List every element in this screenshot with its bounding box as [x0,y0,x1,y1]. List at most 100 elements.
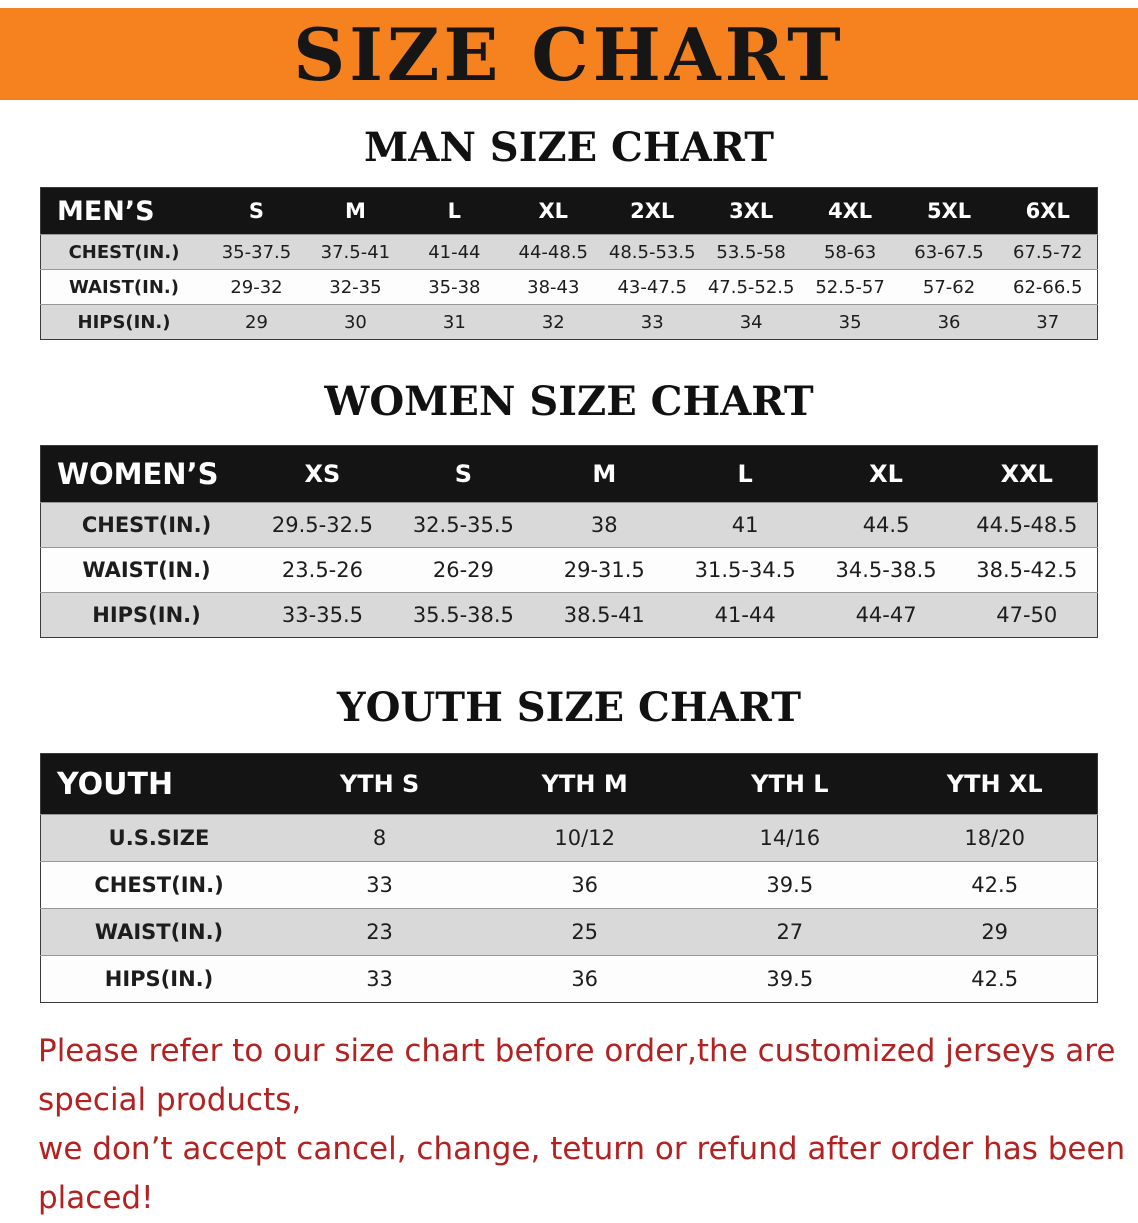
size-column-header: YTH L [687,753,893,815]
size-column-header: XS [252,445,393,503]
size-value: 63-67.5 [899,234,999,270]
table-row: HIPS(IN.) 33 36 39.5 42.5 [40,955,1098,1003]
size-value: 25 [482,908,688,956]
men-section: MAN SIZE CHART MEN’S S M L XL 2XL 3XL 4XL 5XL 6XL C… [0,100,1138,340]
table-row: U.S.SIZE 8 10/12 14/16 18/20 [40,814,1098,862]
size-column-header: S [392,445,534,503]
size-value: 33 [602,304,702,340]
youth-size-table: YOUTH YTH S YTH M YTH L YTH XL U.S.SIZE 8 10/12… [40,753,1098,1003]
row-label: CHEST(IN.) [40,861,277,909]
men-heading: MAN SIZE CHART [364,124,774,171]
size-value: 31 [404,304,504,340]
size-value: 44.5 [815,502,957,548]
row-label: U.S.SIZE [40,814,277,862]
size-value: 35-38 [404,269,504,305]
youth-section: YOUTH SIZE CHART YOUTH YTH S YTH M YTH L YTH … [0,638,1138,1003]
row-label: WAIST(IN.) [40,269,207,305]
women-heading: WOMEN SIZE CHART [324,378,814,425]
size-value: 44-48.5 [503,234,603,270]
youth-table-title: YOUTH [40,753,277,815]
banner-title: SIZE CHART [293,11,845,97]
size-column-header: S [207,187,306,235]
size-column-header: YTH XL [892,753,1098,815]
size-value: 35.5-38.5 [392,592,534,638]
size-value: 27 [687,908,893,956]
size-column-header: YTH S [277,753,483,815]
size-value: 8 [277,814,483,862]
size-value: 41-44 [404,234,504,270]
size-value: 23.5-26 [252,547,393,593]
size-value: 48.5-53.5 [602,234,702,270]
size-column-header: 5XL [899,187,999,235]
size-value: 32.5-35.5 [392,502,534,548]
size-value: 37.5-41 [305,234,405,270]
size-value: 35-37.5 [207,234,306,270]
size-chart-page: SIZE CHART MAN SIZE CHART MEN’S S M L XL 2XL 3X… [0,8,1138,1223]
size-value: 10/12 [482,814,688,862]
women-table-title: WOMEN’S [40,445,252,503]
row-label: CHEST(IN.) [40,234,207,270]
size-column-header: M [305,187,405,235]
table-row: WAIST(IN.) 23 25 27 29 [40,908,1098,956]
footer-line-2: we don’t accept cancel, change, teturn o… [38,1131,1126,1216]
row-label: WAIST(IN.) [40,908,277,956]
youth-heading: YOUTH SIZE CHART [337,684,801,731]
size-value: 18/20 [892,814,1098,862]
size-value: 38.5-41 [533,592,675,638]
size-value: 52.5-57 [800,269,900,305]
size-value: 33 [277,955,483,1003]
chart-sections: MAN SIZE CHART MEN’S S M L XL 2XL 3XL 4XL 5XL 6XL C… [0,100,1138,1003]
men-size-table: MEN’S S M L XL 2XL 3XL 4XL 5XL 6XL CHEST(IN.) 35-37… [40,187,1098,340]
size-value: 33-35.5 [252,592,393,638]
size-value: 41 [674,502,816,548]
size-value: 32 [503,304,603,340]
table-row: HIPS(IN.) 29 30 31 32 33 34 35 36 37 [40,304,1098,340]
size-value: 47-50 [956,592,1098,638]
size-value: 38 [533,502,675,548]
size-column-header: 6XL [998,187,1098,235]
size-value: 36 [482,861,688,909]
size-column-header: M [533,445,675,503]
women-size-table: WOMEN’S XS S M L XL XXL CHEST(IN.) 29.5-32.5 32.5… [40,445,1098,638]
size-value: 39.5 [687,861,893,909]
size-value: 47.5-52.5 [701,269,801,305]
size-value: 67.5-72 [998,234,1098,270]
size-value: 37 [998,304,1098,340]
size-value: 44-47 [815,592,957,638]
size-value: 29 [207,304,306,340]
size-value: 34 [701,304,801,340]
men-table-title: MEN’S [40,187,207,235]
size-column-header: XL [815,445,957,503]
size-value: 36 [899,304,999,340]
size-value: 29 [892,908,1098,956]
header-row: MEN’S S M L XL 2XL 3XL 4XL 5XL 6XL [40,187,1098,235]
size-value: 26-29 [392,547,534,593]
size-value: 39.5 [687,955,893,1003]
size-value: 44.5-48.5 [956,502,1098,548]
header-row: WOMEN’S XS S M L XL XXL [40,445,1098,503]
table-row: WAIST(IN.) 29-32 32-35 35-38 38-43 43-47.5 47.… [40,269,1098,305]
size-value: 38.5-42.5 [956,547,1098,593]
size-value: 62-66.5 [998,269,1098,305]
size-column-header: 3XL [701,187,801,235]
size-column-header: 2XL [602,187,702,235]
size-value: 30 [305,304,405,340]
size-value: 29-31.5 [533,547,675,593]
women-section: WOMEN SIZE CHART WOMEN’S XS S M L XL XXL CHEST(I… [0,340,1138,638]
size-value: 34.5-38.5 [815,547,957,593]
size-value: 41-44 [674,592,816,638]
row-label: HIPS(IN.) [40,955,277,1003]
size-value: 53.5-58 [701,234,801,270]
size-value: 23 [277,908,483,956]
size-value: 58-63 [800,234,900,270]
size-value: 43-47.5 [602,269,702,305]
header-row: YOUTH YTH S YTH M YTH L YTH XL [40,753,1098,815]
size-value: 57-62 [899,269,999,305]
footer-note: Please refer to our size chart before or… [38,1027,1138,1223]
size-value: 31.5-34.5 [674,547,816,593]
table-row: CHEST(IN.) 35-37.5 37.5-41 41-44 44-48.5 48.5… [40,234,1098,270]
size-value: 33 [277,861,483,909]
table-row: CHEST(IN.) 33 36 39.5 42.5 [40,861,1098,909]
size-value: 42.5 [892,861,1098,909]
size-value: 32-35 [305,269,405,305]
